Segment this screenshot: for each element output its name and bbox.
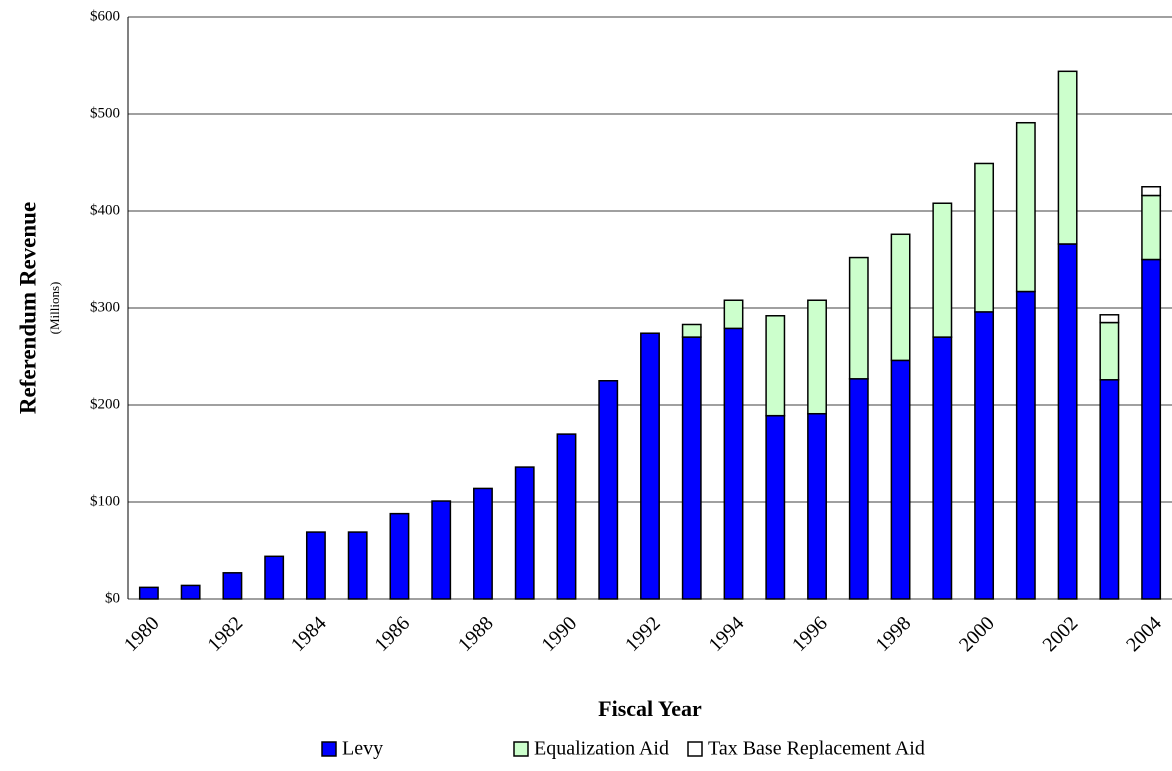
legend-swatch [513, 741, 529, 757]
x-tick-label: 1990 [537, 612, 581, 656]
bar-segment [1141, 258, 1162, 600]
bar-segment [1099, 379, 1120, 600]
x-tick-label: 1998 [872, 612, 916, 656]
legend-swatch [321, 741, 337, 757]
bar-segment [681, 336, 702, 600]
bar-segment [1015, 121, 1036, 293]
bar-segment [1057, 70, 1078, 245]
x-axis-title: Fiscal Year [598, 696, 702, 721]
bar-segment [180, 584, 201, 600]
y-tick-label: $600 [90, 8, 120, 24]
bar-segment [305, 531, 326, 600]
legend-swatch [687, 741, 703, 757]
bar-segment [222, 572, 243, 600]
bar-segment [1015, 290, 1036, 600]
bar-segment [1099, 314, 1120, 324]
bar-segment [681, 323, 702, 338]
x-tick-label: 1994 [704, 612, 748, 656]
bar-segment [264, 555, 285, 600]
bar-segment [974, 311, 995, 600]
bar-segment [807, 299, 827, 415]
bar-segment [974, 162, 995, 313]
bar-segment [1057, 243, 1078, 600]
x-tick-label: 1982 [203, 612, 247, 656]
x-tick-label: 1996 [788, 612, 832, 656]
x-tick-label: 1986 [370, 612, 414, 656]
x-tick-label: 2000 [955, 612, 999, 656]
bar-segment [765, 315, 786, 417]
y-tick-label: $0 [105, 590, 120, 606]
bar-segment [807, 412, 827, 600]
legend-label: Tax Base Replacement Aid [708, 738, 925, 760]
bar-segment [932, 336, 953, 600]
bar-segment [514, 466, 535, 600]
bar-segment [890, 359, 911, 600]
y-axis-title: Referendum Revenue [15, 202, 40, 414]
bar-segment [1141, 194, 1162, 261]
bar-segment [138, 586, 159, 600]
bar-segment [848, 378, 869, 600]
bar-segment [723, 299, 744, 330]
x-tick-label: 1984 [287, 612, 331, 656]
bar-segment [556, 433, 577, 600]
bar-segment [473, 487, 493, 600]
bar-segment [431, 500, 452, 600]
y-tick-label: $400 [90, 202, 120, 218]
bar-segment [389, 512, 410, 600]
bar-segment [723, 327, 744, 600]
legend-label: Levy [342, 738, 383, 760]
x-tick-label: 2002 [1039, 612, 1083, 656]
x-tick-label: 1980 [120, 612, 164, 656]
bar-segment [765, 414, 786, 600]
y-tick-label: $200 [90, 396, 120, 412]
x-tick-label: 2004 [1122, 612, 1166, 656]
y-tick-label: $300 [90, 299, 120, 315]
y-tick-label: $100 [90, 493, 120, 509]
bar-segment [347, 531, 368, 600]
bar-segment [640, 332, 660, 600]
bar-segment [848, 256, 869, 380]
legend-label: Equalization Aid [534, 738, 669, 760]
bar-segment [1141, 186, 1162, 197]
bar-segment [598, 380, 619, 600]
bar-segment [932, 202, 953, 338]
x-tick-label: 1992 [621, 612, 665, 656]
y-tick-label: $500 [90, 105, 120, 121]
x-tick-label: 1988 [454, 612, 498, 656]
bar-segment [890, 233, 911, 362]
y-axis-subtitle: (Millions) [47, 282, 62, 335]
bar-segment [1099, 321, 1120, 381]
